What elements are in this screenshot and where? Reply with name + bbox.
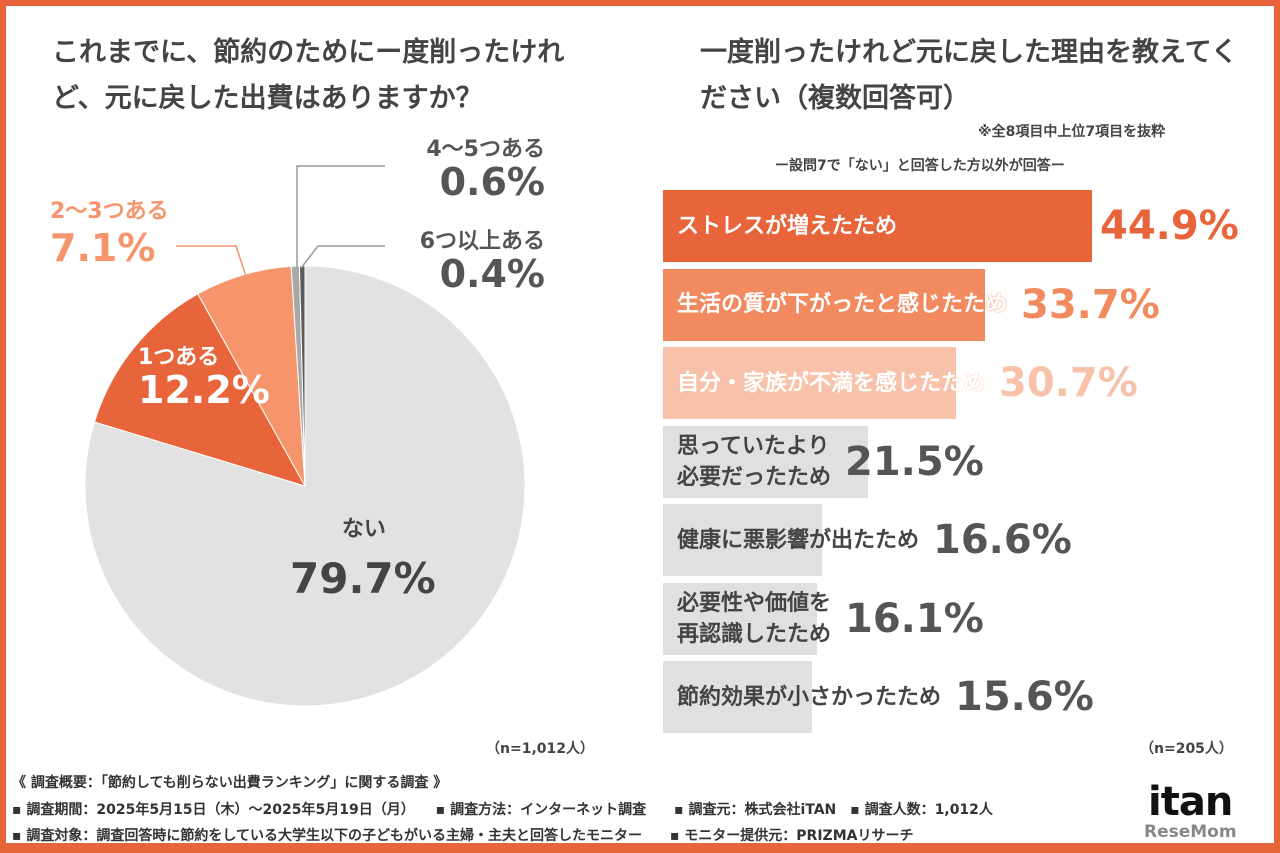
pie-label-four-five: 4〜5つある 0.6% xyxy=(390,137,545,205)
bar-label-line: 再認識したため xyxy=(677,621,832,647)
bar-value: 21.5% xyxy=(845,438,984,485)
pie-title: これまでに、節約のためにー度削ったけれど、元に戻した出費はありますか？ xyxy=(52,37,565,114)
pie-label-six-plus: 6つ以上ある 0.4% xyxy=(375,229,545,297)
bar-row: 自分・家族が不満を感じたため 30.7% xyxy=(663,347,1138,419)
bar-note: ※全8項目中上位7項目を抜粋 xyxy=(978,124,1166,140)
bar xyxy=(663,268,985,341)
footer-title: 《 調査概要：「節約しても削らない出費ランキング」に関する調査 》 xyxy=(12,775,448,791)
bar-row: 健康に悪影響が出たため 16.6% xyxy=(663,504,1072,576)
pie-label-value: 7.1% xyxy=(50,226,156,271)
bar-title: 一度削ったけれど元に戻した理由を教えてください（複数回答可） xyxy=(700,37,1238,114)
footer-line2: ▪ 調査対象：調査回答時に節約をしている大学生以下の子どもがいる主婦・主夫と回答… xyxy=(12,828,914,844)
pie-label-text: 6つ以上ある xyxy=(419,229,545,254)
bar-label-line: 生活の質が下がったと感じたため xyxy=(677,292,1008,317)
leader-line xyxy=(296,165,385,268)
footer-line1: ▪ 調査期間：2025年5月15日（木）〜2025年5月19日（月） ▪ 調査方… xyxy=(12,802,993,818)
pie-label-one: 1つある 12.2% xyxy=(138,345,270,413)
pie-sample-size: （n=1,012人） xyxy=(486,741,594,757)
pie-label-text: ない xyxy=(341,517,386,542)
pie-label-value: 0.4% xyxy=(439,252,545,297)
bar-value: 15.6% xyxy=(955,674,1094,720)
bar-row: 生活の質が下がったと感じたため 33.7% xyxy=(663,268,1160,341)
bar-subtitle: ー設問7で「ない」と回答した方以外が回答ー xyxy=(775,158,1065,174)
bar-value: 16.6% xyxy=(933,517,1072,563)
bar-label: 健康に悪影響が出たため xyxy=(663,525,919,556)
bar-label: 節約効果が小さかったため xyxy=(663,682,941,713)
bar-label-line: 節約効果が小さかったため xyxy=(677,684,942,710)
bar-value: 44.9% xyxy=(1100,203,1239,249)
bar-label: 自分・家族が不満を感じたため xyxy=(663,368,985,399)
bar-label-line: ストレスが増えたため xyxy=(677,213,898,239)
bar xyxy=(663,347,957,419)
logo-main: itan xyxy=(1148,779,1233,825)
bar xyxy=(663,582,817,655)
bar-value: 16.1% xyxy=(845,595,984,642)
bar-label-line: 健康に悪影響が出たため xyxy=(677,527,920,553)
bar xyxy=(663,504,822,576)
bar-row: 思っていたより 必要だったため 21.5% xyxy=(663,425,984,498)
pie-label-two-three: 2〜3つある 7.1% xyxy=(50,199,169,271)
bar-label: ストレスが増えたため xyxy=(663,211,897,242)
pie-chart xyxy=(84,165,526,707)
bar-sample-size: （n=205人） xyxy=(1140,741,1233,757)
pie-slice xyxy=(93,293,307,487)
bar-label-line: 必要性や価値を xyxy=(677,590,832,616)
leader-line xyxy=(176,245,247,277)
pie-label-value: 12.2% xyxy=(138,368,270,413)
bar-label-line: 自分・家族が不満を感じたため xyxy=(677,370,986,396)
pie-label-none: ない 79.7% xyxy=(290,517,436,604)
bar xyxy=(663,661,813,733)
pie-label-text: 2〜3つある xyxy=(50,199,169,224)
logo-sub: ReseMom xyxy=(1144,822,1237,842)
bar xyxy=(663,190,1092,262)
bar-row: ストレスが増えたため 44.9% xyxy=(663,190,1239,262)
bar xyxy=(663,425,869,498)
bar-label: 必要性や価値を 再認識したため xyxy=(663,588,831,650)
bar-label-line: 必要だったため xyxy=(677,464,832,490)
bar-row: 節約効果が小さかったため 15.6% xyxy=(663,661,1094,733)
pie-label-text: 1つある xyxy=(138,345,220,370)
bar-row: 必要性や価値を 再認識したため 16.1% xyxy=(663,582,984,655)
leader-line xyxy=(300,245,385,269)
bar-label: 思っていたより 必要だったため xyxy=(663,431,831,493)
bar-label-line: 思っていたより xyxy=(677,433,830,459)
pie-label-text: 4〜5つある xyxy=(426,137,545,162)
bar-label: 生活の質が下がったと感じたため xyxy=(663,289,1007,320)
logo: itan ReseMom xyxy=(1144,779,1237,842)
bar-value: 33.7% xyxy=(1021,281,1160,328)
pie-label-value: 79.7% xyxy=(290,554,436,604)
bar-value: 30.7% xyxy=(999,360,1138,406)
pie-label-value: 0.6% xyxy=(439,160,545,205)
